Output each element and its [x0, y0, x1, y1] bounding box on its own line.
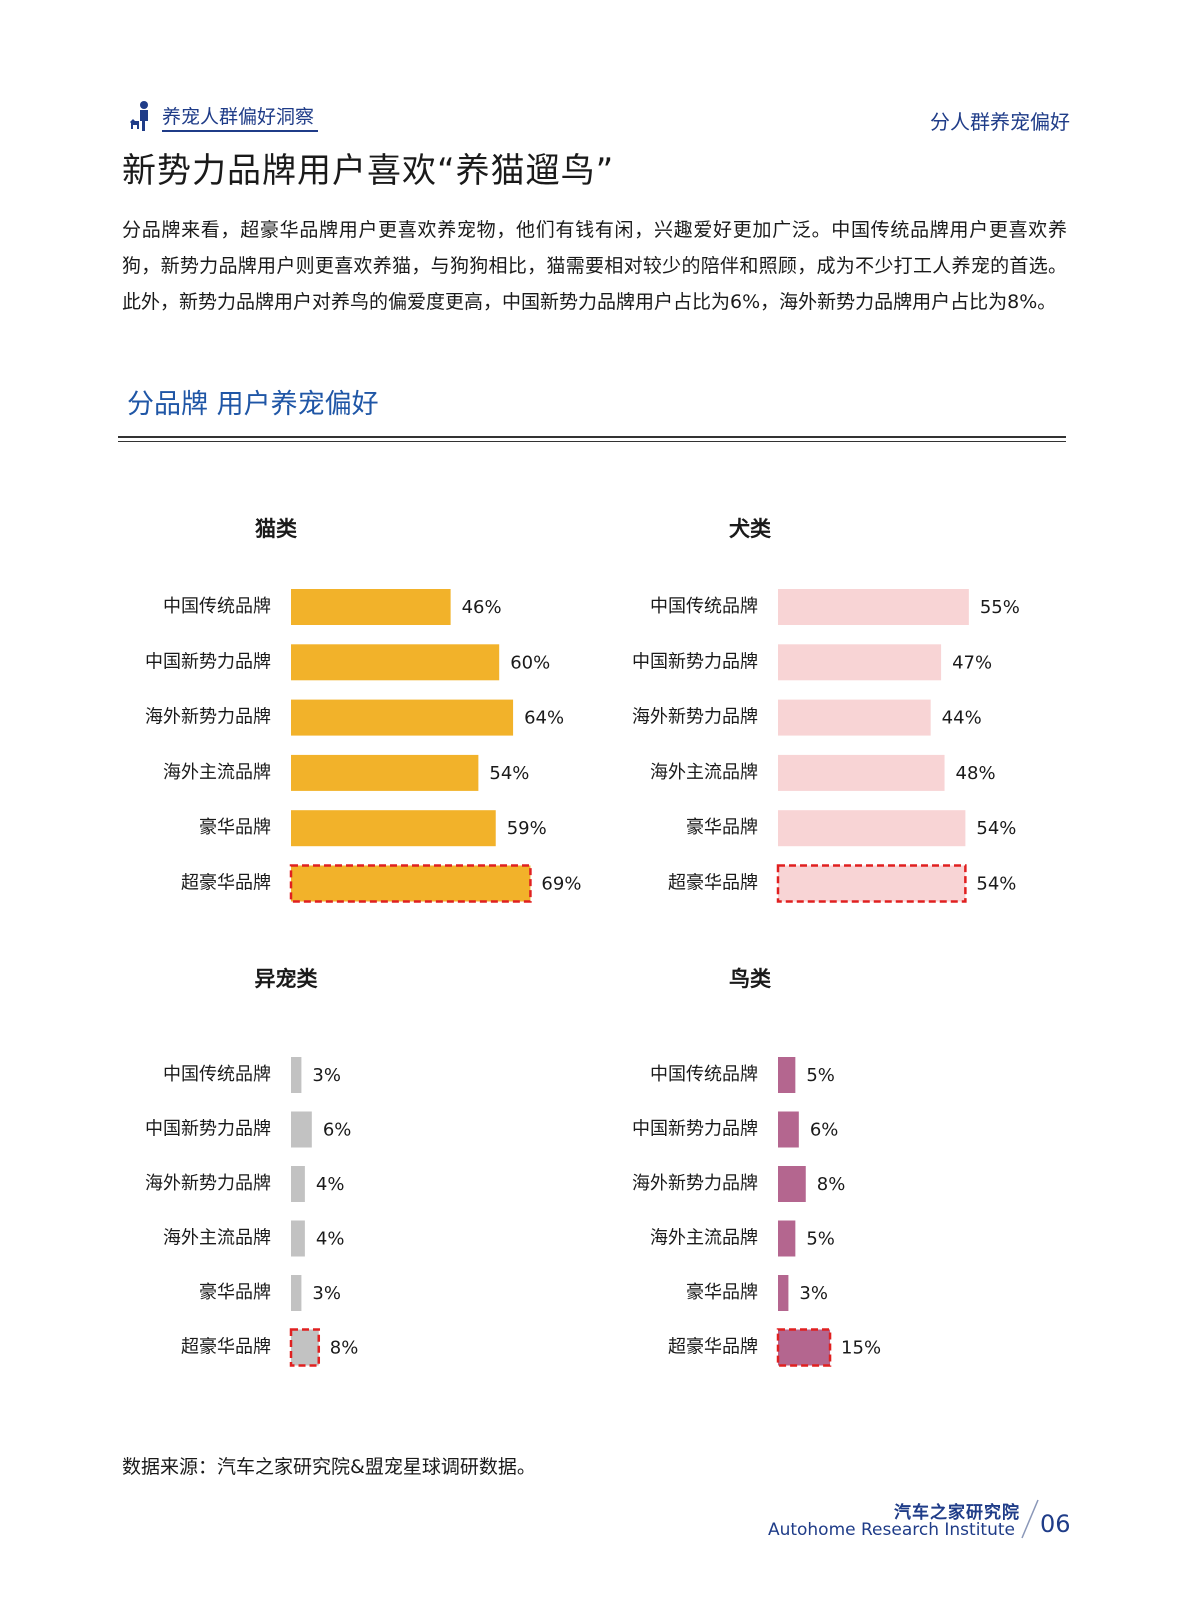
- bar: [291, 1111, 312, 1148]
- data-label: 5%: [806, 1229, 835, 1250]
- data-label: 3%: [799, 1283, 828, 1304]
- category-label: 中国传统品牌: [650, 596, 758, 617]
- header-right-tag: 分人群养宠偏好: [930, 110, 1070, 134]
- category-label: 海外主流品牌: [650, 1228, 758, 1249]
- bar: [291, 1329, 319, 1366]
- bar: [291, 754, 479, 791]
- data-label: 5%: [806, 1065, 835, 1086]
- data-label: 64%: [524, 708, 564, 729]
- category-label: 豪华品牌: [686, 1282, 758, 1303]
- chart-title: 犬类: [729, 517, 772, 541]
- highlight-outline: [289, 864, 532, 903]
- footer-org-cn: 汽车之家研究院: [894, 1503, 1020, 1523]
- data-label: 8%: [817, 1174, 846, 1195]
- bar: [778, 1057, 796, 1093]
- data-label: 15%: [841, 1338, 881, 1359]
- category-label: 中国新势力品牌: [145, 651, 271, 672]
- person-with-dog-icon: [130, 101, 148, 131]
- bar: [778, 699, 931, 736]
- bar: [778, 865, 966, 902]
- data-label: 4%: [316, 1174, 345, 1195]
- bar: [291, 1166, 305, 1202]
- bar: [291, 1220, 305, 1257]
- data-source: 数据来源：汽车之家研究院&盟宠星球调研数据。: [122, 1456, 536, 1478]
- heading-divider-thin: [118, 441, 1066, 442]
- bar: [778, 1220, 796, 1257]
- heading-divider: [118, 436, 1066, 438]
- category-label: 超豪华品牌: [181, 1337, 271, 1358]
- category-label: 中国传统品牌: [650, 1064, 758, 1085]
- bar: [778, 644, 942, 681]
- highlight-outline: [776, 864, 967, 903]
- chart-title: 猫类: [255, 517, 298, 541]
- category-label: 中国新势力品牌: [632, 1119, 758, 1140]
- bar: [778, 1166, 806, 1202]
- data-label: 59%: [507, 818, 547, 839]
- bar: [778, 1275, 789, 1311]
- page-title: 新势力品牌用户喜欢“养猫遛鸟”: [122, 151, 615, 191]
- data-label: 48%: [956, 763, 996, 784]
- bar: [778, 754, 945, 791]
- bar: [291, 699, 514, 736]
- bar: [778, 1111, 799, 1148]
- data-label: 3%: [312, 1065, 341, 1086]
- footer-slash-icon: [1021, 1499, 1039, 1539]
- data-label: 4%: [316, 1229, 345, 1250]
- chart-title: 异宠类: [255, 967, 319, 991]
- category-label: 豪华品牌: [199, 1282, 271, 1303]
- data-label: 46%: [462, 597, 502, 618]
- highlight-outline: [776, 1328, 832, 1367]
- highlight-outline: [289, 1328, 321, 1367]
- bar: [291, 1275, 302, 1311]
- data-label: 47%: [952, 652, 992, 673]
- bar: [778, 1329, 831, 1366]
- category-label: 海外主流品牌: [650, 762, 758, 783]
- data-label: 54%: [976, 818, 1016, 839]
- bar: [778, 810, 966, 847]
- bar: [291, 644, 500, 681]
- category-label: 海外新势力品牌: [145, 707, 271, 728]
- data-label: 6%: [810, 1120, 839, 1141]
- category-label: 超豪华品牌: [668, 873, 758, 894]
- intro-paragraph: 分品牌来看，超豪华品牌用户更喜欢养宠物，他们有钱有闲，兴趣爱好更加广泛。中国传统…: [122, 219, 1067, 313]
- data-label: 54%: [489, 763, 529, 784]
- bar: [291, 1057, 302, 1093]
- category-label: 超豪华品牌: [668, 1337, 758, 1358]
- bar: [778, 589, 969, 625]
- category-label: 海外新势力品牌: [632, 707, 758, 728]
- category-label: 海外新势力品牌: [145, 1173, 271, 1194]
- category-label: 中国新势力品牌: [632, 651, 758, 672]
- data-label: 54%: [976, 874, 1016, 895]
- page-number: 06: [1040, 1510, 1071, 1538]
- data-label: 6%: [323, 1120, 352, 1141]
- chart-title: 鸟类: [729, 967, 772, 991]
- category-label: 中国新势力品牌: [145, 1119, 271, 1140]
- data-label: 69%: [541, 874, 581, 895]
- category-label: 超豪华品牌: [181, 873, 271, 894]
- category-label: 海外主流品牌: [163, 1228, 271, 1249]
- category-label: 海外主流品牌: [163, 762, 271, 783]
- category-label: 中国传统品牌: [163, 596, 271, 617]
- data-label: 55%: [980, 597, 1020, 618]
- footer-org-en: Autohome Research Institute: [767, 1520, 1015, 1540]
- section-tag: 养宠人群偏好洞察: [128, 100, 319, 132]
- category-label: 豪华品牌: [686, 817, 758, 838]
- section-tag-label: 养宠人群偏好洞察: [162, 102, 319, 132]
- category-label: 中国传统品牌: [163, 1064, 271, 1085]
- chart-heading: 分品牌 用户养宠偏好: [127, 389, 379, 420]
- data-label: 8%: [330, 1338, 359, 1359]
- bar: [291, 810, 496, 847]
- bar: [291, 589, 451, 625]
- category-label: 海外新势力品牌: [632, 1173, 758, 1194]
- data-label: 3%: [312, 1283, 341, 1304]
- category-label: 豪华品牌: [199, 817, 271, 838]
- data-label: 44%: [942, 708, 982, 729]
- bar: [291, 865, 531, 902]
- data-label: 60%: [510, 652, 550, 673]
